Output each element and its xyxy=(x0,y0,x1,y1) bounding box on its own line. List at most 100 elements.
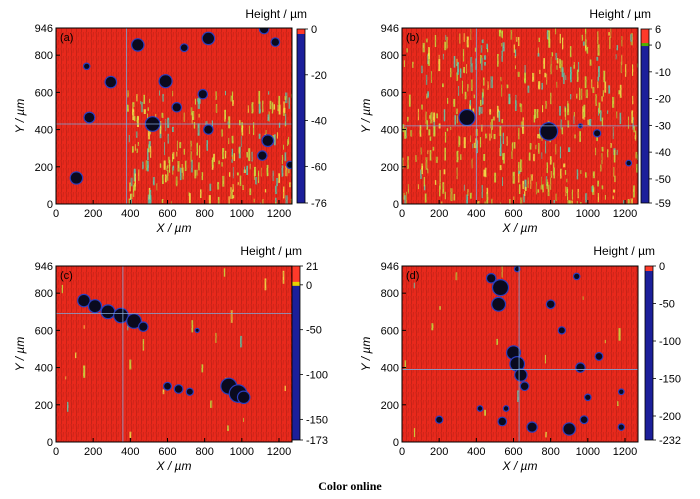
pit xyxy=(260,28,269,34)
x-tick-label: 1000 xyxy=(230,208,254,220)
height-map xyxy=(402,28,638,204)
texture xyxy=(56,28,292,204)
pit xyxy=(595,353,603,360)
pit xyxy=(487,274,496,283)
y-tick-label: 600 xyxy=(35,325,53,337)
y-tick-label: 800 xyxy=(35,50,53,62)
y-tick-label: 400 xyxy=(381,363,399,375)
x-axis-label: X / µm xyxy=(502,221,538,235)
y-tick-label: 600 xyxy=(381,325,399,337)
panel-a: (a) 0 200 400 600 800 1000 1200 X / µm 0 200 400 600… xyxy=(13,7,327,235)
pit xyxy=(547,300,555,308)
pit xyxy=(174,385,183,393)
colorbar: 21 0 -50 -100 -150 -173 xyxy=(291,261,328,447)
pit xyxy=(159,75,172,88)
colorbar-tick-label: -20 xyxy=(311,70,327,82)
panel-label: (d) xyxy=(406,270,419,282)
colorbar-tick-label: 0 xyxy=(311,24,317,36)
pit xyxy=(619,389,624,394)
x-tick-label: 600 xyxy=(158,208,176,220)
y-tick-label: 400 xyxy=(381,125,399,137)
colorbar-red xyxy=(641,29,649,46)
y-tick-label: 200 xyxy=(35,162,53,174)
x-tick-label: 800 xyxy=(195,208,213,220)
pit xyxy=(527,422,537,432)
colorbar: 0 -50 -100 -150 -200 -232 xyxy=(644,261,681,447)
y-tick-label: 200 xyxy=(381,162,399,174)
colorbar-red xyxy=(645,266,653,271)
colorbar-tick-label: -173 xyxy=(306,435,328,447)
x-tick-label: 1000 xyxy=(576,446,600,458)
colorbar-tick-label: -100 xyxy=(659,336,681,348)
figure-caption: Color online xyxy=(318,479,382,493)
pit xyxy=(164,382,171,390)
pit xyxy=(507,346,520,360)
y-tick-label: 400 xyxy=(35,125,53,137)
colorbar-tick-label: 0 xyxy=(306,280,312,292)
x-tick-label: 1000 xyxy=(576,208,600,220)
colorbar-red xyxy=(297,29,305,34)
x-tick-label: 0 xyxy=(53,446,59,458)
y-tick-label: 0 xyxy=(47,437,53,449)
panel-c: (c) 0 200 400 600 800 1000 1200 X / µm 0 200 400 600… xyxy=(13,244,328,473)
pit xyxy=(558,327,565,334)
colorbar-tick-label: -100 xyxy=(306,370,328,382)
colorbar-blue xyxy=(297,29,305,203)
pit xyxy=(459,110,475,125)
pit xyxy=(515,266,520,272)
pit xyxy=(198,90,207,99)
pit xyxy=(515,369,527,381)
colorbar-tick-label: -50 xyxy=(659,299,675,311)
pit xyxy=(574,273,580,279)
panel-d: (d) 0 200 400 600 800 1000 1200 X / µm 0 200 400 600… xyxy=(359,244,681,473)
pit xyxy=(271,38,279,46)
height-map xyxy=(56,266,292,442)
height-map xyxy=(56,28,292,204)
pit xyxy=(594,130,601,137)
colorbar-tick-label: 21 xyxy=(306,261,318,273)
x-tick-label: 800 xyxy=(541,446,559,458)
x-tick-label: 600 xyxy=(504,208,522,220)
colorbar-yellow xyxy=(292,281,300,286)
x-tick-label: 1200 xyxy=(267,208,291,220)
pit xyxy=(576,363,585,372)
colorbar-red xyxy=(292,266,300,285)
pit xyxy=(618,424,624,430)
pit xyxy=(498,417,506,426)
pit xyxy=(105,76,117,88)
colorbar-blue xyxy=(641,29,649,203)
x-tick-label: 400 xyxy=(121,208,139,220)
colorbar-tick-label: 0 xyxy=(659,261,665,273)
x-tick-label: 1200 xyxy=(613,208,637,220)
x-tick-label: 1200 xyxy=(267,446,291,458)
y-tick-label: 600 xyxy=(35,87,53,99)
colorbar-title: Height / µm xyxy=(240,244,302,258)
colorbar-tick-label: -150 xyxy=(306,414,328,426)
colorbar-frame xyxy=(296,28,306,204)
pit xyxy=(139,322,148,331)
y-tick-label: 800 xyxy=(381,288,399,300)
plot-frame xyxy=(401,27,639,205)
pit xyxy=(493,280,508,295)
colorbar-blue xyxy=(292,266,300,440)
pit xyxy=(84,63,90,69)
x-tick-label: 600 xyxy=(158,446,176,458)
x-tick-label: 200 xyxy=(84,446,102,458)
y-tick-label: 800 xyxy=(381,50,399,62)
y-axis-label: Y / µm xyxy=(13,99,27,134)
plot-frame xyxy=(401,265,639,443)
pit xyxy=(180,44,188,51)
pit xyxy=(520,382,529,390)
pit xyxy=(101,305,115,319)
colorbar-frame xyxy=(291,265,301,441)
pit xyxy=(89,300,101,313)
colorbar-tick-label: -76 xyxy=(311,198,327,210)
pit xyxy=(580,416,588,424)
pit xyxy=(238,391,250,403)
y-tick-label: 200 xyxy=(35,400,53,412)
colorbar-tick-label: -50 xyxy=(655,174,671,186)
x-tick-label: 0 xyxy=(399,208,405,220)
colorbar-tick-label: -200 xyxy=(659,411,681,423)
colorbar-tick-label: -20 xyxy=(655,94,671,106)
